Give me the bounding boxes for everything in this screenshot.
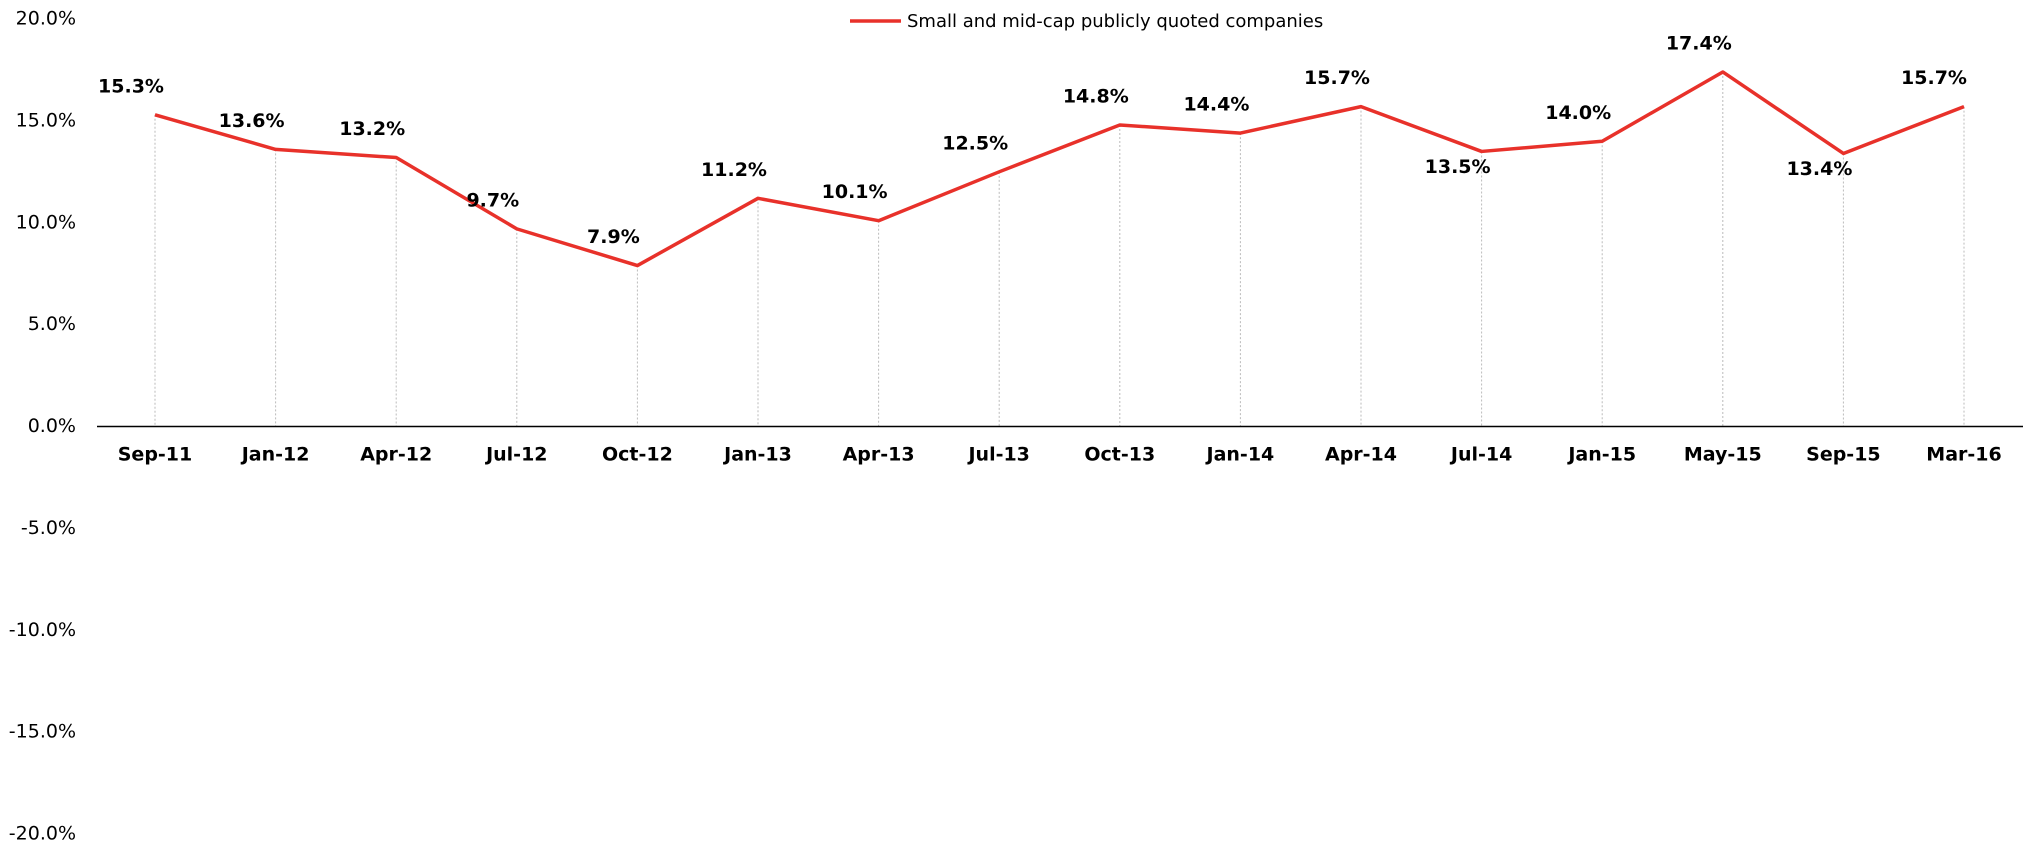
y-tick-label: 15.0% bbox=[16, 109, 76, 131]
data-label: 7.9% bbox=[587, 226, 640, 248]
data-label: 14.8% bbox=[1063, 85, 1129, 107]
x-tick-label: Sep-11 bbox=[118, 444, 193, 466]
x-tick-label: Jan-15 bbox=[1566, 444, 1636, 466]
data-label: 14.0% bbox=[1545, 102, 1611, 124]
x-tick-label: Jan-13 bbox=[722, 444, 792, 466]
legend-label: Small and mid-cap publicly quoted compan… bbox=[907, 11, 1323, 32]
data-label: 11.2% bbox=[701, 159, 767, 181]
x-tick-label: Sep-15 bbox=[1806, 444, 1881, 466]
x-tick-label: Jul-12 bbox=[484, 444, 547, 466]
x-tick-label: Jul-14 bbox=[1449, 444, 1512, 466]
x-tick-label: Oct-13 bbox=[1084, 444, 1155, 466]
data-label: 13.4% bbox=[1786, 158, 1852, 180]
y-tick-label: -5.0% bbox=[21, 517, 76, 539]
x-tick-label: Mar-16 bbox=[1926, 444, 2001, 466]
data-label: 15.7% bbox=[1304, 67, 1370, 89]
data-label: 13.2% bbox=[339, 118, 405, 140]
series-line bbox=[154, 70, 1965, 268]
x-tick-label: Jul-13 bbox=[966, 444, 1029, 466]
data-label: 14.4% bbox=[1183, 94, 1249, 116]
data-label: 15.3% bbox=[98, 75, 164, 97]
y-tick-label: 5.0% bbox=[28, 313, 76, 335]
y-tick-label: -15.0% bbox=[9, 721, 76, 743]
x-tick-label: Oct-12 bbox=[602, 444, 673, 466]
data-label: 13.5% bbox=[1425, 156, 1491, 178]
x-tick-label: Jan-14 bbox=[1205, 444, 1275, 466]
data-label: 10.1% bbox=[822, 181, 888, 203]
x-tick-label: Jan-12 bbox=[240, 444, 310, 466]
data-label: 13.6% bbox=[219, 110, 285, 132]
y-tick-label: 20.0% bbox=[16, 8, 76, 30]
x-tick-label: May-15 bbox=[1684, 444, 1762, 466]
data-label: 12.5% bbox=[942, 132, 1008, 154]
x-tick-label: Apr-12 bbox=[360, 444, 432, 466]
data-label: 9.7% bbox=[466, 189, 519, 211]
data-label: 17.4% bbox=[1666, 32, 1732, 54]
x-tick-label: Apr-14 bbox=[1325, 444, 1397, 466]
y-tick-label: 10.0% bbox=[16, 211, 76, 233]
data-label: 15.7% bbox=[1901, 67, 1967, 89]
x-tick-label: Apr-13 bbox=[843, 444, 915, 466]
y-tick-label: 0.0% bbox=[28, 415, 76, 437]
y-tick-label: -20.0% bbox=[9, 823, 76, 845]
y-tick-label: -10.0% bbox=[9, 619, 76, 641]
